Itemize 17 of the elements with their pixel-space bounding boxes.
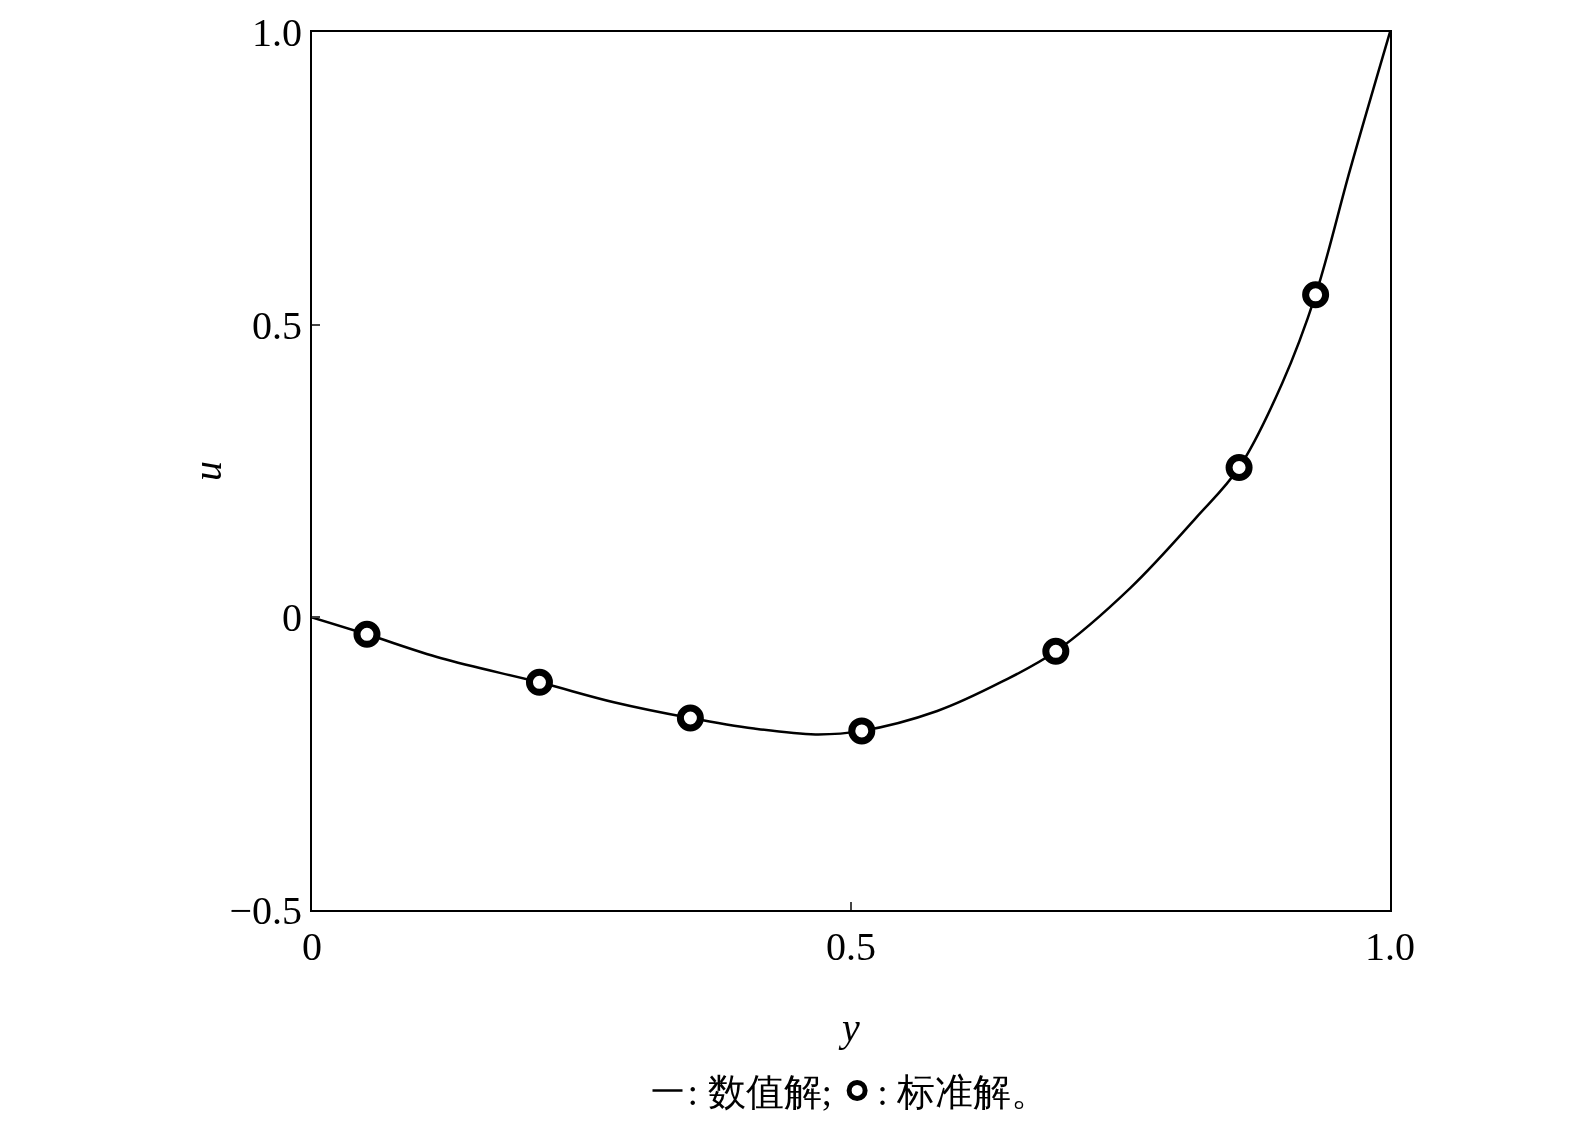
y-tick-label: 0 <box>282 595 302 641</box>
point <box>525 668 553 696</box>
x-tick-label: 0.5 <box>826 924 876 969</box>
point <box>1042 637 1070 665</box>
y-axis-title: u <box>185 461 230 481</box>
point <box>353 620 381 648</box>
point <box>676 704 704 732</box>
x-tick-label: 1.0 <box>1365 924 1415 969</box>
y-tick-label: −0.5 <box>229 888 302 933</box>
point <box>1225 453 1253 481</box>
y-tick-label: 0.5 <box>252 302 302 348</box>
legend-label: : 数值解; <box>687 1071 833 1114</box>
x-axis-title: y <box>838 1005 861 1050</box>
y-tick-label: 1.0 <box>252 10 302 55</box>
point <box>848 717 876 745</box>
legend-label: : 标准解。 <box>877 1071 1050 1114</box>
point <box>1302 281 1330 309</box>
